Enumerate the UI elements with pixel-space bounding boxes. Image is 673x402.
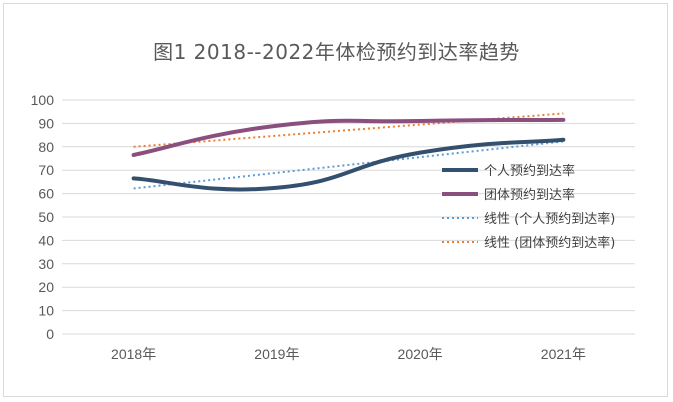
x-tick-label: 2021年 (541, 346, 586, 362)
legend-label: 线性 (团体预约到达率) (484, 235, 615, 251)
y-tick-label: 10 (38, 303, 54, 319)
y-tick-label: 0 (46, 326, 54, 342)
legend-label: 个人预约到达率 (484, 163, 575, 179)
x-tick-label: 2018年 (111, 346, 156, 362)
y-tick-label: 30 (38, 256, 54, 272)
y-tick-label: 20 (38, 279, 54, 295)
y-tick-label: 90 (38, 115, 54, 131)
line-series-1 (131, 117, 566, 157)
chart-title: 图1 2018--2022年体检预约到达率趋势 (153, 40, 520, 64)
x-tick-label: 2020年 (398, 346, 443, 362)
line-series-0 (131, 137, 566, 192)
y-tick-label: 50 (38, 209, 54, 225)
legend-label: 团体预约到达率 (484, 187, 575, 203)
chart-frame (3, 3, 668, 397)
legend-label: 线性 (个人预约到达率) (484, 211, 615, 227)
trendline-series-2 (133, 140, 564, 190)
y-tick-label: 60 (38, 186, 54, 202)
y-tick-label: 80 (38, 139, 54, 155)
y-tick-label: 100 (31, 92, 55, 108)
y-tick-label: 40 (38, 232, 54, 248)
trendline-series-3 (133, 112, 564, 148)
y-tick-label: 70 (38, 162, 54, 178)
x-tick-label: 2019年 (254, 346, 299, 362)
